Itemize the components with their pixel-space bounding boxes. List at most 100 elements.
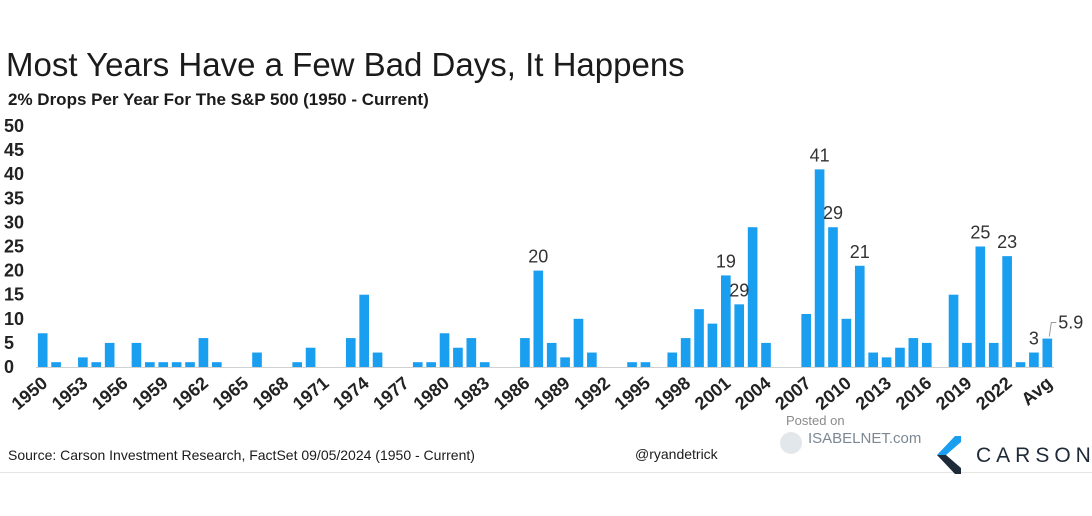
- bar-1983: [479, 362, 490, 367]
- x-tick-label: 2013: [852, 373, 896, 414]
- chart-subtitle: 2% Drops Per Year For The S&P 500 (1950 …: [8, 90, 429, 109]
- chart-title: Most Years Have a Few Bad Days, It Happe…: [6, 46, 685, 83]
- x-tick-label: 1995: [610, 373, 654, 414]
- x-tick-label: 1959: [128, 373, 172, 414]
- bar-2002: [734, 304, 745, 367]
- bar-1990: [573, 318, 584, 367]
- bar-1975: [372, 352, 383, 367]
- x-tick-label: 1980: [410, 373, 454, 414]
- bar-2012: [868, 352, 878, 367]
- author-handle: @ryandetrick: [635, 446, 718, 462]
- bar-Avg: [1042, 338, 1053, 367]
- y-tick-label: 20: [4, 261, 24, 281]
- y-tick-label: 5: [4, 333, 14, 353]
- data-label-2022: 23: [997, 232, 1017, 252]
- carson-logo-icon: [937, 436, 961, 474]
- x-tick-label: 1977: [369, 373, 413, 414]
- bar-1989: [560, 357, 570, 367]
- bar-1980: [439, 333, 450, 367]
- bar-2024: [1029, 352, 1039, 367]
- x-tick-label: 2007: [771, 373, 815, 414]
- bar-1953: [78, 357, 88, 367]
- y-axis: 0 5 10 15 20 25 30 35 40 45 50: [4, 116, 24, 377]
- y-tick-label: 35: [4, 188, 24, 208]
- bar-1995: [640, 362, 651, 367]
- x-tick-label: 1971: [289, 373, 333, 414]
- data-label-2009: 29: [823, 203, 843, 223]
- bar-1963: [212, 362, 222, 367]
- bar-1987: [533, 270, 544, 367]
- bar-1973: [345, 338, 356, 367]
- x-tick-label: 1968: [249, 373, 293, 414]
- bar-2011: [854, 265, 865, 367]
- y-tick-label: 40: [4, 164, 24, 184]
- bar-1988: [546, 342, 557, 367]
- bar-1982: [466, 338, 477, 367]
- y-tick-label: 50: [4, 116, 24, 136]
- bar-1978: [412, 362, 423, 367]
- bar-1998: [680, 338, 691, 367]
- posted-on-label: Posted on: [786, 413, 845, 428]
- x-tick-label: 1983: [450, 373, 494, 414]
- y-tick-label: 30: [4, 212, 24, 232]
- x-tick-label: 2022: [972, 373, 1016, 414]
- y-tick-label: 15: [4, 285, 24, 305]
- bar-2007: [801, 313, 812, 367]
- bar-1957: [131, 342, 142, 367]
- data-label-2024: 3: [1029, 329, 1039, 349]
- bar-2021: [988, 342, 999, 367]
- x-tick-label: 1965: [209, 373, 253, 414]
- bar-1969: [292, 362, 303, 367]
- avg-leader-line: [1048, 322, 1057, 337]
- y-tick-label: 45: [4, 140, 24, 160]
- x-tick-label: 1962: [168, 373, 212, 414]
- x-tick-label: 1953: [48, 373, 92, 414]
- y-tick-label: 25: [4, 237, 24, 257]
- bar-2018: [948, 294, 959, 367]
- bar-2010: [841, 318, 852, 367]
- y-tick-label: 0: [4, 357, 14, 377]
- x-axis: 1950195319561959196219651968197119741977…: [8, 367, 1056, 414]
- x-tick-label: 1998: [651, 373, 695, 414]
- bar-2008: [814, 169, 825, 367]
- bar-2022: [1002, 256, 1012, 367]
- bar-2003: [747, 227, 758, 367]
- source-note: Source: Carson Investment Research, Fact…: [8, 447, 475, 463]
- y-tick-label: 10: [4, 309, 24, 329]
- bar-1966: [252, 352, 262, 367]
- data-label-2020: 25: [970, 223, 990, 243]
- bar-1960: [171, 362, 182, 367]
- x-tick-label: 1986: [490, 373, 534, 414]
- isabelnet-logo-icon: [780, 432, 802, 454]
- bar-2004: [761, 342, 771, 367]
- bar-2013: [881, 357, 892, 367]
- x-tick-label: 2016: [892, 373, 936, 414]
- bar-1958: [145, 362, 155, 367]
- bar-2015: [908, 338, 919, 367]
- brand-name: CARSON: [976, 444, 1092, 467]
- x-tick-label: 1974: [329, 373, 373, 414]
- data-labels: 20 19 29 41 29 21 25 23 3 5.9: [528, 145, 1083, 348]
- bar-2001: [721, 275, 731, 367]
- bar-1955: [104, 342, 115, 367]
- x-tick-label: Avg: [1017, 373, 1055, 410]
- bar-1950: [37, 333, 48, 367]
- x-tick-label: 1992: [570, 373, 614, 414]
- bar-1999: [694, 309, 704, 367]
- bar-1979: [426, 362, 436, 367]
- x-tick-label: 2001: [691, 373, 735, 414]
- footer-divider: [0, 472, 1092, 473]
- data-label-2011: 21: [850, 242, 870, 262]
- bars: [37, 169, 1053, 367]
- watermark-text: ISABELNET.com: [808, 430, 922, 447]
- bar-2020: [975, 246, 986, 367]
- bar-2014: [895, 347, 905, 367]
- bar-2019: [962, 342, 972, 367]
- x-tick-label: 1950: [8, 373, 52, 414]
- bar-1961: [185, 362, 195, 367]
- x-tick-label: 1956: [88, 373, 132, 414]
- bar-1994: [627, 362, 637, 367]
- bar-1970: [305, 347, 316, 367]
- x-tick-label: 2019: [932, 373, 976, 414]
